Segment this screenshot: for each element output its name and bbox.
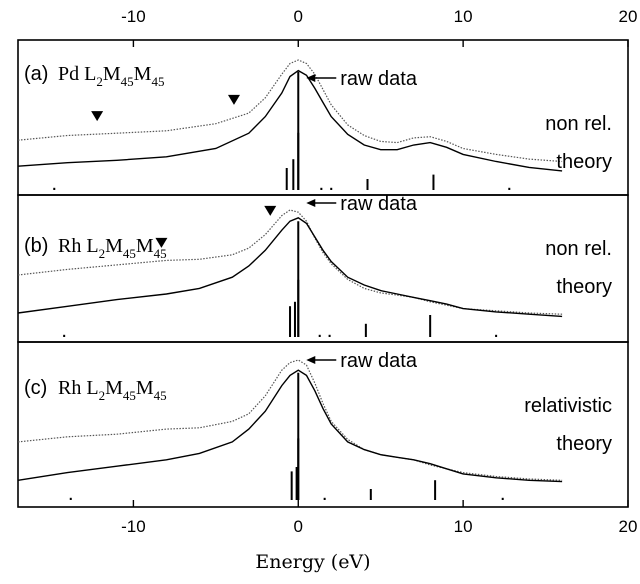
top-tick-label: -10	[121, 7, 146, 26]
transition-label: Rh L2M45M45	[58, 235, 167, 261]
bottom-tick-label: -10	[121, 517, 146, 536]
theory-curve	[17, 69, 563, 172]
transition-label: Pd L2M45M45	[58, 63, 164, 89]
theory-curve	[17, 369, 563, 483]
panel-a: (a) Pd L2M45M45 raw data non rel. theory	[17, 39, 629, 196]
panel-frame	[17, 341, 629, 508]
raw-data-curve	[17, 59, 563, 163]
theory-label-line2: theory	[556, 151, 612, 173]
marker-triangle	[264, 205, 277, 216]
panels: (a) Pd L2M45M45 raw data non rel. theory (b) R…	[17, 39, 629, 508]
theory-label-line1: relativistic	[524, 395, 612, 417]
x-axis-title: Energy (eV)	[255, 551, 370, 573]
bottom-tick-label: 0	[294, 517, 303, 536]
panel-c: (c) Rh L2M45M45 raw data relativistic theory	[17, 341, 629, 508]
theory-label-line1: non rel.	[545, 113, 612, 135]
theory-label-line2: theory	[556, 276, 612, 298]
theory-label-line2: theory	[556, 433, 612, 455]
arrow-head	[306, 199, 316, 207]
bottom-tick-label: 20	[619, 517, 638, 536]
top-tick-label: 10	[454, 7, 473, 26]
top-tick-label: 0	[294, 7, 303, 26]
arrow-head	[306, 74, 316, 82]
bottom-tick-labels: -10 0 10 20	[121, 517, 637, 536]
raw-data-curve	[17, 359, 563, 481]
raw-data-annotation: raw data	[340, 193, 418, 215]
marker-triangle	[227, 94, 240, 105]
arrow-head	[306, 356, 316, 364]
top-tick-label: 20	[619, 7, 638, 26]
bottom-tick-label: 10	[454, 517, 473, 536]
raw-data-annotation: raw data	[340, 68, 418, 90]
raw-data-annotation: raw data	[340, 350, 418, 372]
panel-b: (b) Rh L2M45M45 raw data non rel. theory	[17, 193, 629, 343]
marker-triangle	[155, 237, 168, 248]
raw-data-curve	[17, 209, 563, 315]
marker-triangle	[91, 111, 104, 122]
theory-label-line1: non rel.	[545, 238, 612, 260]
panel-frame	[17, 194, 629, 343]
theory-curve	[17, 217, 563, 318]
top-tick-labels: -10 0 10 20	[121, 7, 637, 26]
panel-label: (a)	[24, 63, 48, 85]
panel-label: (b)	[24, 235, 48, 257]
panel-label: (c)	[24, 377, 47, 399]
transition-label: Rh L2M45M45	[58, 377, 167, 403]
